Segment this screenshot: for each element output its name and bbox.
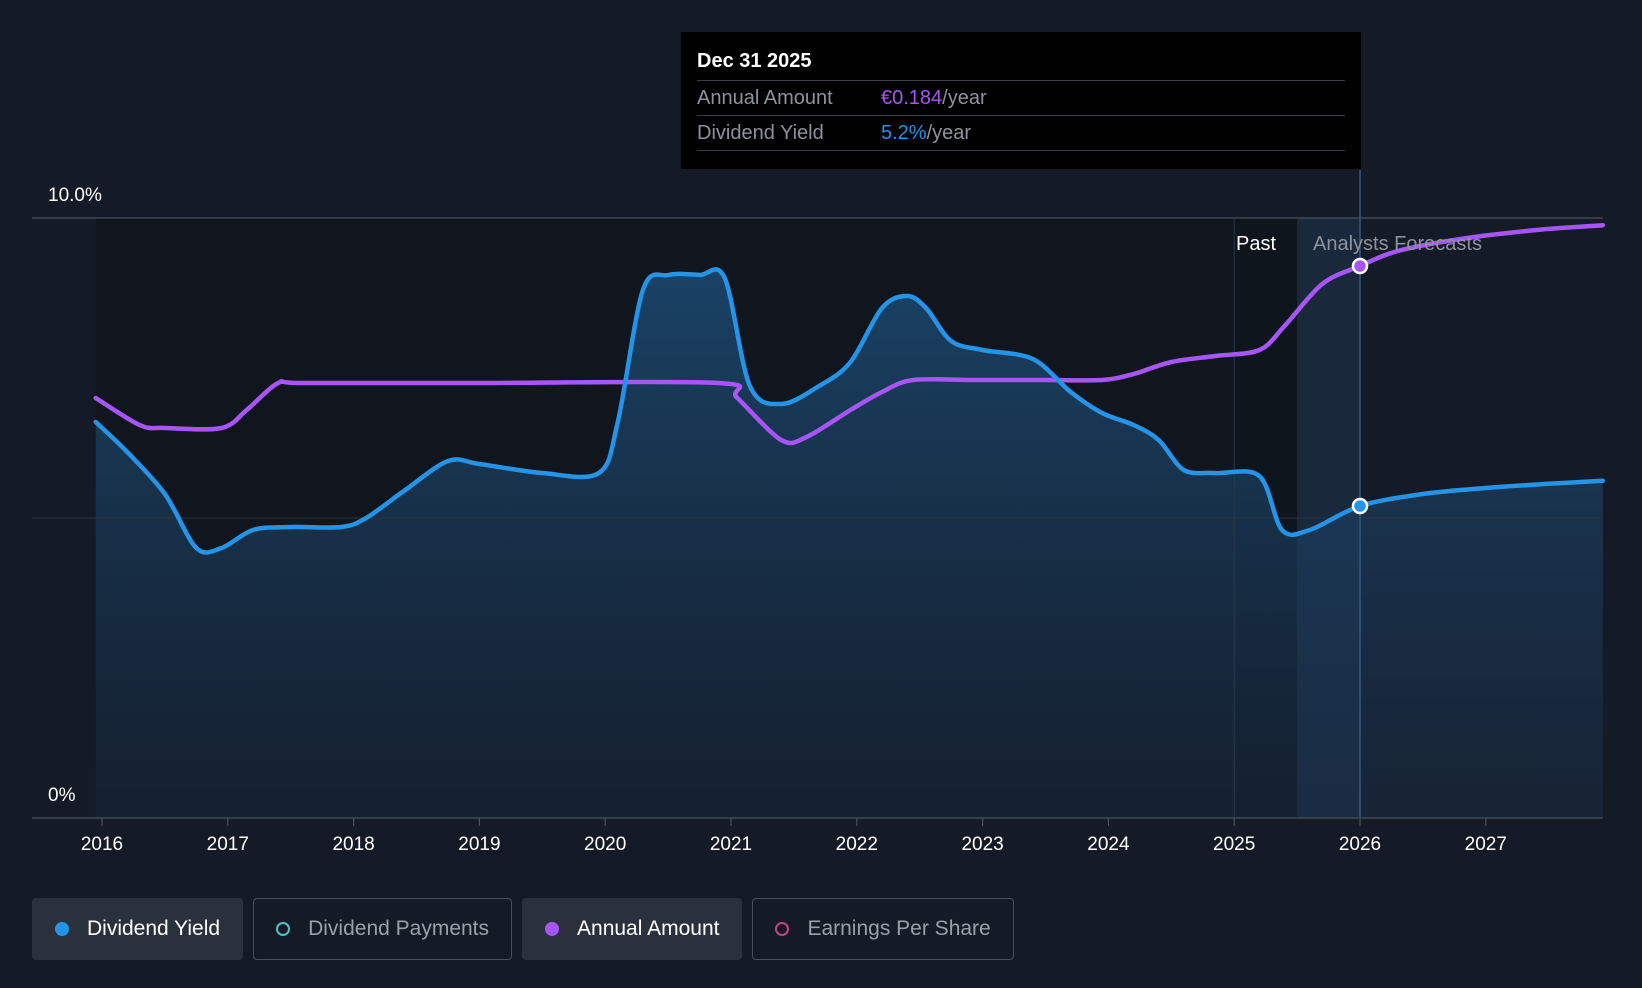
legend-label: Annual Amount [577,917,720,940]
legend: Dividend Yield Dividend Payments Annual … [32,898,1014,960]
tooltip-unit: /year [926,122,972,144]
x-tick-label: 2024 [1087,834,1130,855]
tooltip: Dec 31 2025 Annual Amount €0.184 /year D… [681,32,1361,169]
legend-earnings-per-share-button[interactable]: Earnings Per Share [752,898,1014,960]
x-tick-label: 2026 [1339,834,1381,855]
legend-annual-amount-button[interactable]: Annual Amount [522,898,743,960]
legend-dot-icon [276,922,291,936]
x-tick-label: 2016 [81,834,123,855]
tooltip-value: 5.2% [881,122,927,144]
x-tick-label: 2021 [710,834,752,855]
x-tick-label: 2017 [207,834,249,855]
legend-label: Dividend Yield [87,917,221,940]
legend-dot-icon [545,922,560,936]
x-tick-label: 2023 [961,834,1003,855]
forecast-region-label: Analysts Forecasts [1313,233,1482,255]
y-tick-label-10pct: 10.0% [48,185,102,206]
x-tick-label: 2025 [1213,834,1255,855]
dividend-yield-area [95,269,1603,818]
tooltip-value: €0.184 [881,87,943,109]
tooltip-row-annual-amount: Annual Amount €0.184 /year [697,80,1345,115]
legend-label: Dividend Payments [308,917,490,940]
y-tick-label-0pct: 0% [48,785,76,806]
annual-amount-line [93,222,1606,446]
tooltip-label: Dividend Yield [697,122,824,144]
tooltip-row-dividend-yield: Dividend Yield 5.2% /year [697,115,1345,151]
tooltip-label: Annual Amount [697,87,833,109]
legend-label: Earnings Per Share [807,917,991,940]
dividend-yield-line [93,267,1606,555]
x-tick-label: 2019 [458,834,500,855]
x-tick-label: 2027 [1465,834,1507,855]
past-region-label: Past [1236,233,1276,255]
x-tick-label: 2022 [836,834,878,855]
tooltip-date: Dec 31 2025 [697,50,812,72]
highlight-point-annual-amount [1351,257,1369,275]
x-tick-label: 2018 [332,834,374,855]
x-tick-label: 2020 [584,834,626,855]
tooltip-unit: /year [942,87,987,109]
legend-dividend-payments-button[interactable]: Dividend Payments [253,898,513,960]
legend-dot-icon [775,922,790,936]
legend-dividend-yield-button[interactable]: Dividend Yield [32,898,244,960]
legend-dot-icon [55,922,69,936]
highlight-point-dividend-yield [1351,497,1369,515]
